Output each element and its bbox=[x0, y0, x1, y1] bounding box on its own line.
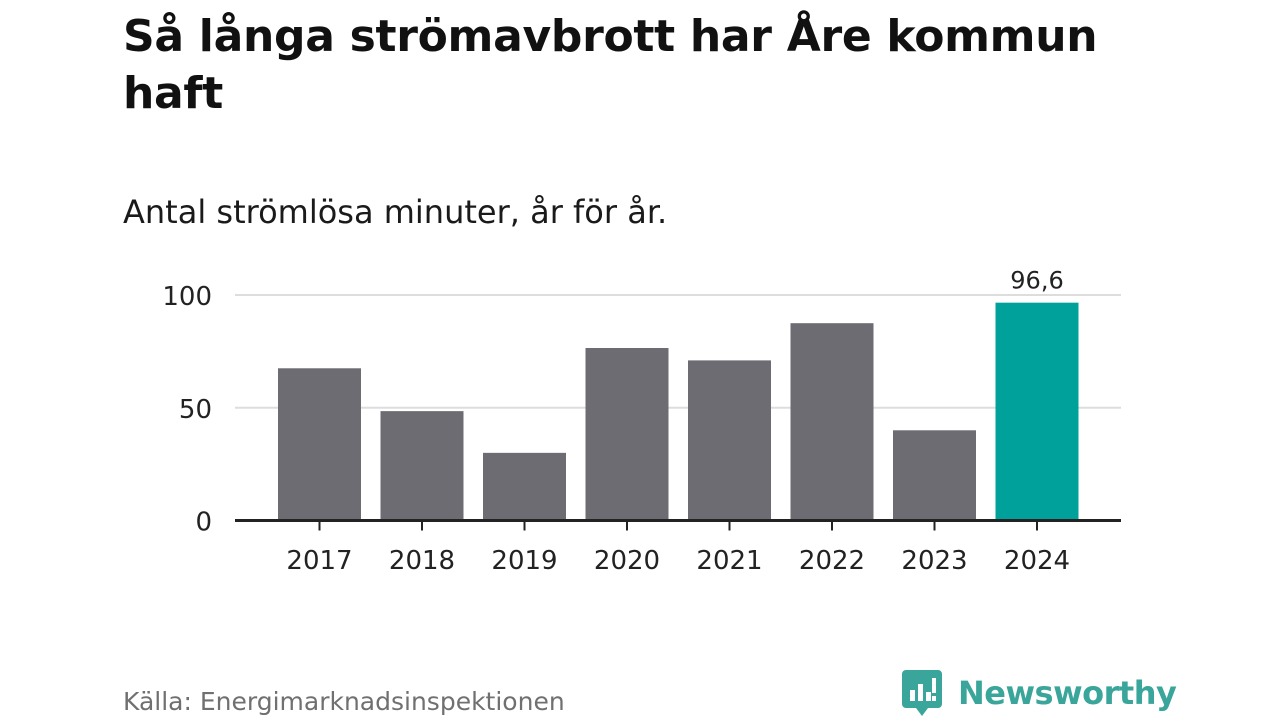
y-tick-label: 100 bbox=[162, 282, 212, 312]
data-labels: 96,6 bbox=[1010, 267, 1063, 295]
x-tick-label: 2020 bbox=[594, 546, 660, 576]
bar bbox=[483, 452, 566, 521]
x-tick-label: 2019 bbox=[491, 546, 557, 576]
x-tick-label: 2022 bbox=[799, 546, 865, 576]
x-tick-label: 2018 bbox=[389, 546, 455, 576]
chart-subtitle: Antal strömlösa minuter, år för år. bbox=[123, 193, 668, 231]
x-tick-label: 2023 bbox=[901, 546, 967, 576]
x-tick-label: 2017 bbox=[286, 546, 352, 576]
x-axis-tick-labels: 2017 2018 2019 2020 2021 2022 2023 2024 bbox=[286, 520, 1070, 576]
bar bbox=[380, 411, 464, 521]
source-note: Källa: Energimarknadsinspektionen bbox=[123, 687, 565, 716]
brand-logo: Newsworthy bbox=[902, 670, 1177, 716]
chart-title: Så långa strömavbrott har Åre kommun haf… bbox=[123, 11, 1098, 119]
x-tick-label: 2024 bbox=[1004, 546, 1070, 576]
bar bbox=[585, 347, 669, 521]
bar bbox=[688, 360, 771, 521]
data-label: 96,6 bbox=[1010, 267, 1063, 295]
y-tick-label: 0 bbox=[195, 508, 212, 538]
bar bbox=[790, 323, 874, 521]
brand-name: Newsworthy bbox=[958, 674, 1177, 712]
y-axis-tick-labels: 0 50 100 bbox=[162, 282, 212, 538]
x-tick-label: 2021 bbox=[696, 546, 762, 576]
bar bbox=[995, 302, 1079, 521]
bar bbox=[893, 430, 976, 521]
bar bbox=[278, 368, 361, 521]
bars bbox=[278, 302, 1079, 521]
newsworthy-logo-icon bbox=[902, 670, 942, 716]
grid-lines bbox=[235, 294, 1121, 409]
y-tick-label: 50 bbox=[179, 395, 212, 425]
